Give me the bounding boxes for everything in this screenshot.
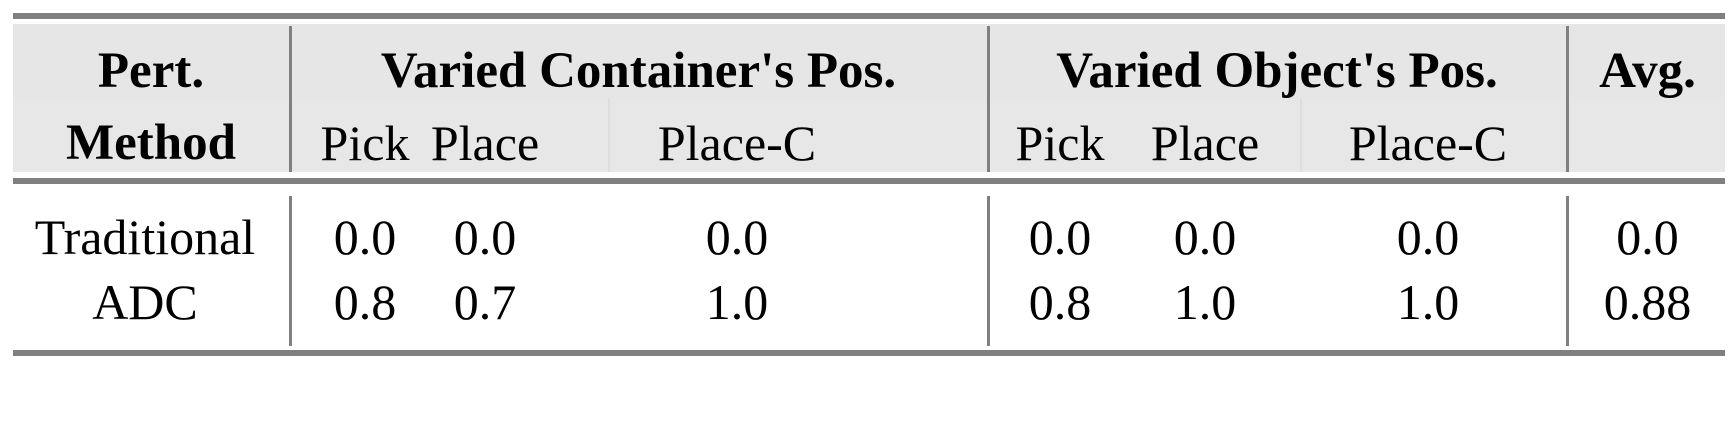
stub-header-line1: Pert. (97, 43, 205, 99)
cell-adc-container-place-c: 1.0 (705, 274, 769, 330)
cell-traditional-object-place-c: 0.0 (1396, 209, 1460, 265)
cell-traditional-object-place: 0.0 (1173, 209, 1237, 265)
cell-traditional-object-pick: 0.0 (1028, 209, 1092, 265)
column-separator-1-body (289, 196, 292, 346)
header-shade-band-lower (13, 98, 1725, 172)
subheader-container-place-c: Place-C (657, 115, 817, 171)
row-label-adc: ADC (92, 274, 198, 330)
group-header-varied-containers-pos: Varied Container's Pos. (380, 43, 897, 99)
subheader-object-place-c: Place-C (1348, 115, 1508, 171)
column-separator-3-header (1566, 26, 1569, 172)
table-bottom-rule (13, 350, 1725, 356)
group-header-avg: Avg. (1599, 43, 1696, 99)
column-separator-1-header (289, 26, 292, 172)
cell-adc-avg: 0.88 (1603, 274, 1692, 330)
column-separator-3-body (1566, 196, 1569, 346)
subheader-object-place: Place (1150, 115, 1260, 171)
subheader-container-pick: Pick (320, 115, 410, 171)
stub-header-line2: Method (66, 115, 236, 171)
cell-adc-object-place: 1.0 (1173, 274, 1237, 330)
cell-traditional-container-pick: 0.0 (333, 209, 397, 265)
cell-adc-object-place-c: 1.0 (1396, 274, 1460, 330)
subheader-container-place: Place (430, 115, 540, 171)
column-separator-2-header (987, 26, 990, 172)
cell-adc-container-place: 0.7 (453, 274, 517, 330)
subcolumn-divider-left-group (608, 98, 610, 172)
subheader-object-pick: Pick (1015, 115, 1105, 171)
cell-traditional-container-place: 0.0 (453, 209, 517, 265)
cell-traditional-container-place-c: 0.0 (705, 209, 769, 265)
cell-adc-container-pick: 0.8 (333, 274, 397, 330)
cell-adc-object-pick: 0.8 (1028, 274, 1092, 330)
column-separator-2-body (987, 196, 990, 346)
table-top-rule (13, 13, 1725, 19)
row-label-traditional: Traditional (34, 209, 256, 265)
table-mid-rule (13, 178, 1725, 184)
subcolumn-divider-right-group (1300, 98, 1302, 172)
cell-traditional-avg: 0.0 (1616, 209, 1679, 265)
group-header-varied-objects-pos: Varied Object's Pos. (1056, 43, 1498, 99)
